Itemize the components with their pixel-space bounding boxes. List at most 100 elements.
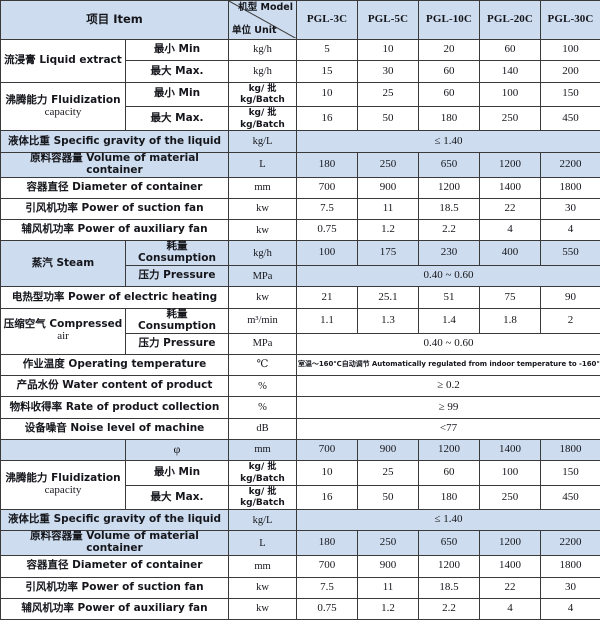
cell-value: 700 [297,556,358,577]
cell-value: 1.8 [480,308,541,333]
row-label-text: 辅风机功率 Power of auxiliary fan [21,223,207,235]
table-row: 蒸汽 Steam 耗量 Consumption kg/h 100 175 230… [1,241,600,266]
row-sub-min: 最小 Min [126,461,229,485]
cell-value: 2.2 [419,598,480,619]
row-sub-text: 最小 Min [154,87,200,99]
row-label-text: 设备噪音 Noise level of machine [25,422,205,434]
row-sub-text: 最大 Max. [151,491,204,503]
header-model-pgl-5c: PGL-5C [358,1,419,40]
cell-value: 1.3 [358,308,419,333]
row-sub-consumption: 耗量 Consumption [126,308,229,333]
cell-value: 50 [358,485,419,509]
cell-value: 18.5 [419,198,480,219]
row-sub-min: 最小 Min [126,40,229,61]
row-sub-min: 最小 Min [126,82,229,106]
table-row: 辅风机功率 Power of auxiliary fan kw 0.75 1.2… [1,220,600,241]
cell-span-value: 0.40 ~ 0.60 [297,266,600,287]
cell-value: 2200 [541,531,600,556]
cell-value: 700 [297,439,358,460]
cell-value: 1200 [480,152,541,177]
table-row: 设备噪音 Noise level of machine dB <77 [1,418,600,439]
cell-value: 100 [297,241,358,266]
row-label-text: 容器直径 Diameter of container [27,559,203,571]
cell-value: 1.2 [358,220,419,241]
cell-value: 900 [358,439,419,460]
row-label-text: 原料容器量 Volume of material container [30,530,199,554]
table-header-row: 项目 Item 机型 Model 单位 Unit PGL-3C PGL-5C P… [1,1,600,40]
table-row: φ mm 700 900 1200 1400 1800 [1,439,600,460]
cell-value: 400 [480,241,541,266]
cell-value: 60 [419,61,480,82]
cell-value: 550 [541,241,600,266]
cell-value: 15 [297,61,358,82]
cell-span-value: <77 [297,418,600,439]
cell-value: 11 [358,198,419,219]
row-label-fluidization: 沸腾能力 Fluidization capacity [1,82,126,131]
row-unit: ℃ [229,354,297,375]
row-sub-pressure: 压力 Pressure [126,333,229,354]
header-model-pgl-20c: PGL-20C [480,1,541,40]
cell-value: 250 [480,107,541,131]
row-label-liquid-extract: 流浸膏 Liquid extract [1,40,126,83]
table-row: 液体比重 Specific gravity of the liquid kg/L… [1,510,600,531]
cell-value: 1400 [480,556,541,577]
row-unit: kg/L [229,510,297,531]
row-label-text: 物料收得率 Rate of product collection [10,401,220,413]
row-sub-text: 最大 Max. [151,65,204,77]
row-label-noise-level: 设备噪音 Noise level of machine [1,418,229,439]
table-row: 引风机功率 Power of suction fan kw 7.5 11 18.… [1,577,600,598]
cell-value: 1.4 [419,308,480,333]
cell-value: 140 [480,61,541,82]
cell-value: 100 [480,82,541,106]
cell-value: 1200 [419,556,480,577]
row-unit-text: kg/ 批 kg/Batch [240,462,285,484]
row-label-auxiliary-fan-2: 辅风机功率 Power of auxiliary fan [1,598,229,619]
table-row: 液体比重 Specific gravity of the liquid kg/L… [1,131,600,152]
cell-span-value: ≥ 0.2 [297,376,600,397]
row-unit: L [229,531,297,556]
row-unit: kw [229,287,297,308]
row-sub-text: 耗量 Consumption [138,308,216,332]
cell-span-value: ≤ 1.40 [297,131,600,152]
cell-value: 75 [480,287,541,308]
table-row: 容器直径 Diameter of container mm 700 900 12… [1,177,600,198]
cell-value: 250 [358,152,419,177]
cell-value: 60 [419,461,480,485]
cell-value: 10 [358,40,419,61]
table-row: 原料容器量 Volume of material container L 180… [1,152,600,177]
cell-value: 1400 [480,177,541,198]
cell-value: 4 [480,598,541,619]
row-unit: kg/ 批 kg/Batch [229,82,297,106]
cell-span-value: ≤ 1.40 [297,510,600,531]
row-label-water-content: 产品水份 Water content of product [1,376,229,397]
row-label-text2: capacity [45,106,82,118]
cell-value: 25 [358,461,419,485]
cell-value: 1800 [541,556,600,577]
cell-value: 5 [297,40,358,61]
cell-value: 230 [419,241,480,266]
cell-value: 25 [358,82,419,106]
cell-value: 16 [297,485,358,509]
cell-value: 16 [297,107,358,131]
cell-value: 22 [480,198,541,219]
row-label-text: 液体比重 Specific gravity of the liquid [8,513,221,525]
cell-value: 1200 [419,439,480,460]
table-row: 流浸膏 Liquid extract 最小 Min kg/h 5 10 20 6… [1,40,600,61]
table-row: 电热型功率 Power of electric heating kw 21 25… [1,287,600,308]
cell-span-value: 0.40 ~ 0.60 [297,333,600,354]
cell-span-value: ≥ 99 [297,397,600,418]
row-label-specific-gravity-2: 液体比重 Specific gravity of the liquid [1,510,229,531]
row-sub-pressure: 压力 Pressure [126,266,229,287]
row-label-text: 沸腾能力 Fluidization [5,94,120,106]
row-label-text: 引风机功率 Power of suction fan [25,581,203,593]
cell-value: 700 [297,177,358,198]
row-unit: mm [229,177,297,198]
row-label-text: 辅风机功率 Power of auxiliary fan [21,602,207,614]
row-label-text2: air [57,330,69,342]
cell-value: 900 [358,177,419,198]
row-label-suction-fan-2: 引风机功率 Power of suction fan [1,577,229,598]
row-unit: MPa [229,266,297,287]
cell-span-value: 室温～160℃自动调节 Automatically regulated from… [297,354,600,375]
cell-value: 180 [419,107,480,131]
row-unit: kg/ 批 kg/Batch [229,107,297,131]
